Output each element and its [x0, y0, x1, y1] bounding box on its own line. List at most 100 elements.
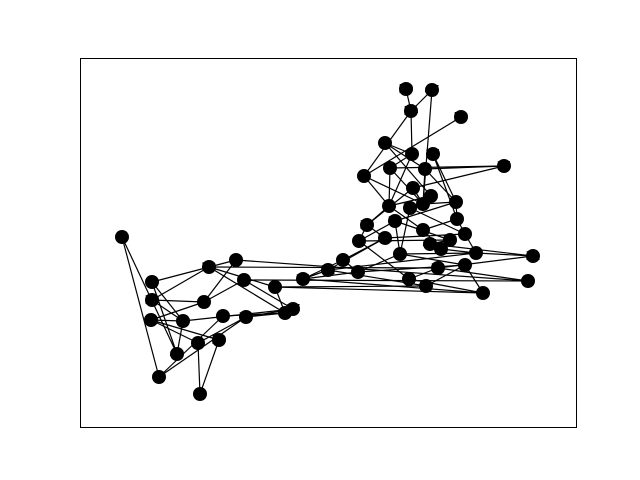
graph-node	[434, 242, 448, 256]
graph-edge	[409, 207, 466, 235]
graph-node: 12	[320, 263, 336, 277]
node-marker	[403, 201, 417, 215]
node-label: 59	[453, 110, 468, 124]
node-label: 1	[479, 286, 487, 300]
node-marker	[416, 223, 430, 237]
node-marker	[425, 83, 439, 97]
graph-node	[416, 197, 430, 211]
graph-node	[145, 275, 159, 289]
graph-node: 3	[197, 295, 211, 309]
node-marker	[426, 147, 440, 161]
node-marker	[144, 313, 158, 327]
graph-node: 3	[191, 336, 205, 350]
node-label: 3	[422, 279, 430, 293]
graph-edge	[357, 264, 466, 273]
node-marker	[237, 273, 251, 287]
node-marker	[419, 279, 433, 293]
graph-node: 3	[449, 195, 463, 209]
node-label: 3	[452, 195, 460, 209]
graph-node: 1	[406, 181, 420, 195]
node-label: 53	[211, 333, 226, 347]
graph-edge	[243, 279, 529, 282]
graph-node: 2	[176, 314, 190, 328]
graph-node: 8	[458, 258, 472, 272]
graph-edge	[327, 237, 386, 271]
graph-node: 25	[425, 147, 441, 161]
graph-node: 2	[229, 253, 243, 267]
node-marker	[418, 162, 432, 176]
node-marker	[404, 104, 418, 118]
node-label: 3	[194, 336, 202, 350]
node-label: 13	[387, 214, 402, 228]
graph-node	[383, 161, 397, 175]
graph-node: 50	[398, 82, 414, 96]
graph-edge	[432, 153, 458, 220]
node-marker	[145, 293, 159, 307]
graph-node: 1	[476, 286, 490, 300]
node-label: 33	[442, 233, 457, 247]
node-marker	[351, 265, 365, 279]
node-marker	[526, 249, 540, 263]
graph-node: 1	[115, 230, 129, 244]
graph-edge	[199, 339, 220, 395]
graph-node	[458, 227, 472, 241]
node-label: 1	[118, 230, 126, 244]
node-label: 49	[169, 347, 184, 361]
node-marker	[382, 199, 396, 213]
graph-node: 53	[211, 333, 227, 347]
node-label: 5	[427, 189, 435, 203]
node-label: 39	[359, 218, 374, 232]
node-label: 12	[320, 263, 335, 277]
graph-node	[521, 274, 535, 288]
graph-node: 10	[402, 201, 418, 215]
graph-node: 8	[418, 162, 432, 176]
graph-node: 54	[403, 104, 419, 118]
graph-edge	[363, 175, 424, 205]
node-label: 50	[398, 82, 413, 96]
node-label: 3	[271, 280, 279, 294]
graph-edge	[151, 281, 184, 322]
node-label: 10	[402, 201, 417, 215]
graph-edge	[243, 279, 294, 310]
node-marker	[115, 230, 129, 244]
node-marker	[423, 237, 437, 251]
node-label: 2	[385, 199, 393, 213]
graph-node: 2	[382, 199, 396, 213]
node-label: 8	[421, 162, 429, 176]
node-marker	[497, 159, 511, 173]
graph-node: 13	[387, 214, 403, 228]
graph-node: 7	[351, 265, 365, 279]
node-marker	[360, 218, 374, 232]
node-marker	[399, 82, 413, 96]
graph-edge	[197, 342, 201, 395]
graph-node: 19	[238, 310, 254, 324]
graph-node: 14	[295, 272, 311, 286]
node-marker	[458, 258, 472, 272]
node-label: 3	[200, 295, 208, 309]
node-label: 54	[403, 104, 418, 118]
graph-edge	[475, 252, 534, 257]
graph-edge	[203, 259, 237, 303]
node-marker	[170, 347, 184, 361]
graph-node: 31	[525, 249, 541, 263]
graph-node: 45	[422, 237, 438, 251]
graph-node: 49	[169, 347, 185, 361]
node-label: 45	[422, 237, 437, 251]
node-label: 47	[424, 83, 439, 97]
graph-node: 2	[450, 212, 464, 226]
node-label: 6	[408, 147, 416, 161]
node-label: 21	[377, 231, 392, 245]
node-label: 7	[354, 265, 362, 279]
graph-node: 59	[453, 110, 469, 124]
node-marker	[336, 253, 350, 267]
node-marker	[152, 370, 166, 384]
graph-node: 4	[278, 306, 292, 320]
graph-edge	[151, 299, 205, 303]
graph-node: 4	[402, 272, 416, 286]
graph-node: 6	[405, 147, 419, 161]
graph-edge	[121, 236, 160, 378]
graph-edge	[384, 142, 426, 170]
node-marker	[193, 387, 207, 401]
graph-node: 4	[193, 387, 207, 401]
